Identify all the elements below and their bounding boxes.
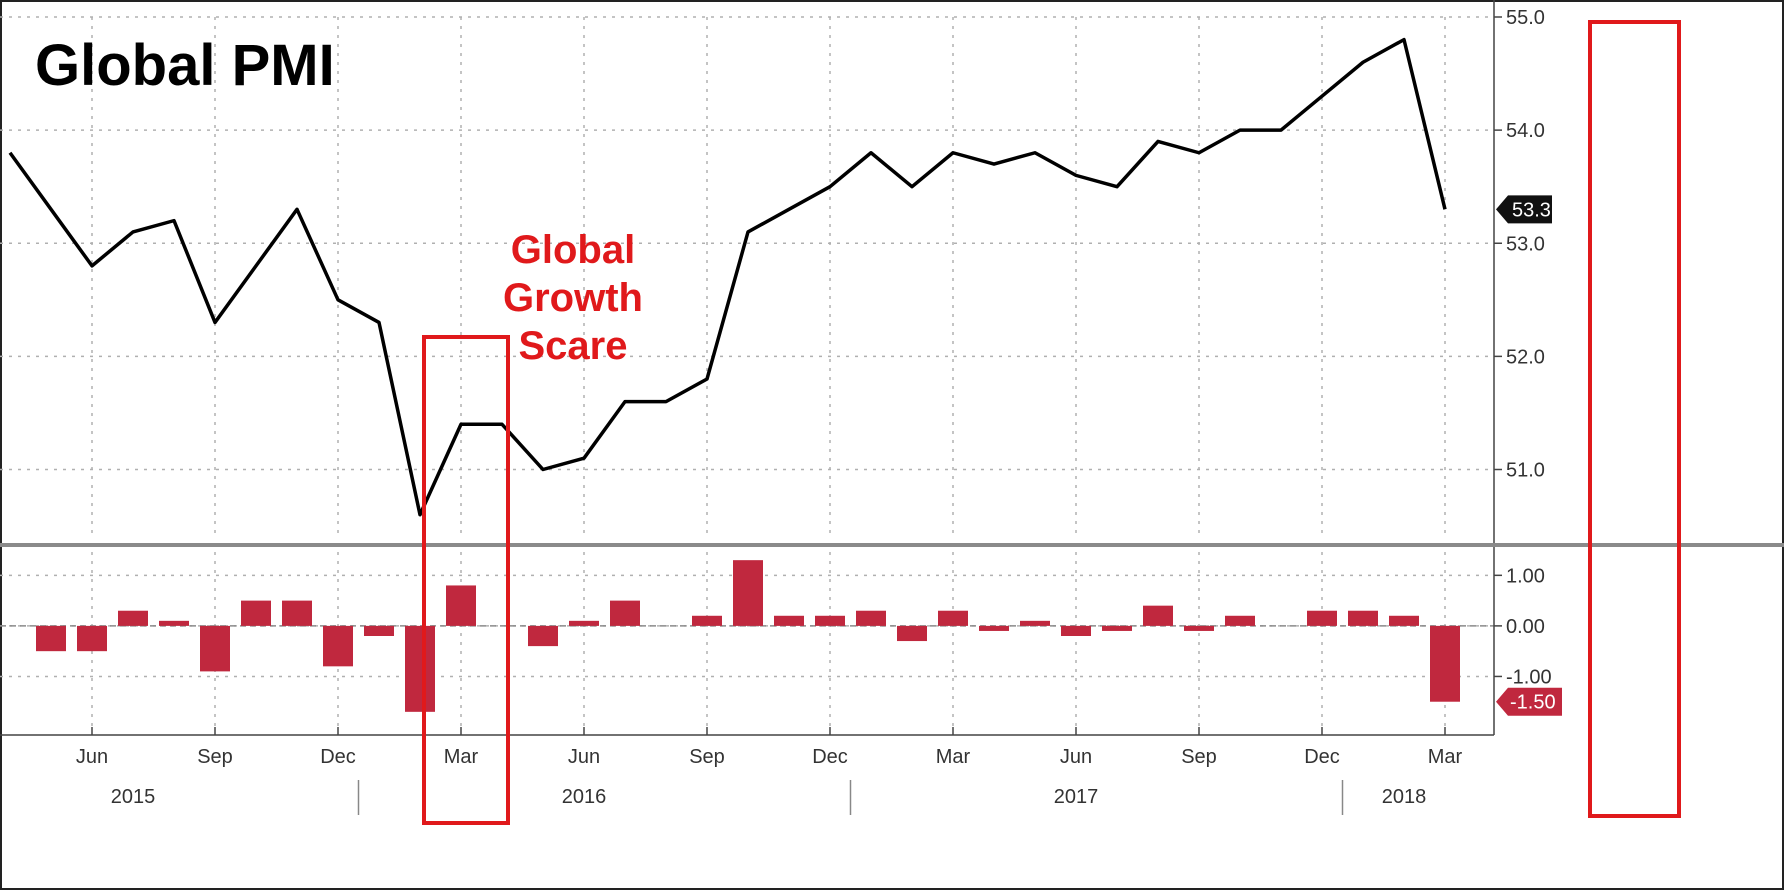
x-tick-label-month: Mar — [1428, 746, 1463, 768]
bar-mark — [364, 625, 394, 636]
last-value-label-bottom: -1.50 — [1510, 692, 1556, 714]
y-tick-label-top: 55.0 — [1506, 7, 1545, 29]
x-tick-label-month: Sep — [1181, 746, 1217, 768]
highlight-box-growth-scare — [422, 335, 510, 825]
annotation-line-1: Global — [511, 228, 635, 272]
x-tick-label-month: Dec — [812, 746, 848, 768]
y-tick-label-bottom: 1.00 — [1506, 565, 1545, 587]
x-tick-label-month: Jun — [568, 746, 600, 768]
bar-mark — [692, 615, 722, 626]
bar-mark — [1020, 620, 1050, 626]
last-value-tag-top — [1496, 195, 1552, 224]
bar-mark — [1184, 625, 1214, 631]
bar-mark — [528, 625, 558, 647]
bars-layer — [36, 560, 1460, 712]
x-tick-label-month: Jun — [76, 746, 108, 768]
x-tick-label-month: Dec — [320, 746, 356, 768]
bar-mark — [774, 615, 804, 626]
x-tick-label-month: Sep — [689, 746, 725, 768]
y-tick-label-top: 54.0 — [1506, 120, 1545, 142]
bar-mark — [897, 625, 927, 642]
bar-mark — [569, 620, 599, 626]
x-tick-label-month: Sep — [197, 746, 233, 768]
highlight-boxes — [422, 20, 1681, 825]
bar-mark — [1102, 625, 1132, 631]
x-tick-label-year: 2017 — [1054, 786, 1099, 808]
bar-mark — [856, 610, 886, 626]
last-value-label-top: 53.3 — [1512, 199, 1551, 221]
axis-layer: 51.0 52.0 53.0 54.0 55.0 -1.00 0.00 1.00 53.3 -1.… — [0, 0, 1784, 815]
bar-mark — [610, 600, 640, 626]
highlight-box-recent — [1588, 20, 1681, 818]
bar-mark — [118, 610, 148, 626]
pmi-line — [8, 37, 1447, 517]
bar-mark — [282, 600, 312, 626]
y-tick-label-top: 53.0 — [1506, 233, 1545, 255]
x-tick-label-year: 2016 — [562, 786, 607, 808]
line-layer — [8, 37, 1447, 517]
bar-mark — [159, 620, 189, 626]
x-tick-label-month: Mar — [936, 746, 971, 768]
y-tick-label-top: 52.0 — [1506, 346, 1545, 368]
bar-mark — [1307, 610, 1337, 626]
bar-mark — [200, 625, 230, 672]
bar-mark — [815, 615, 845, 626]
bar-mark — [733, 560, 763, 626]
x-tick-label-year: 2018 — [1382, 786, 1427, 808]
x-tick-label-month: Jun — [1060, 746, 1092, 768]
bar-mark — [1348, 610, 1378, 626]
y-tick-label-top: 51.0 — [1506, 460, 1545, 482]
x-tick-label-month: Mar — [444, 746, 479, 768]
bar-mark — [1389, 615, 1419, 626]
bar-mark — [446, 585, 476, 626]
bar-mark — [1225, 615, 1255, 626]
x-tick-label-month: Dec — [1304, 746, 1340, 768]
annotation-line-3: Scare — [519, 324, 628, 368]
bar-mark — [1143, 605, 1173, 626]
bar-mark — [979, 625, 1009, 631]
bar-mark — [36, 625, 66, 652]
bar-mark — [938, 610, 968, 626]
bar-mark — [77, 625, 107, 652]
bar-mark — [323, 625, 353, 667]
bar-mark — [241, 600, 271, 626]
last-value-tag-bottom — [1496, 687, 1562, 716]
y-tick-label-bottom: -1.00 — [1506, 666, 1552, 688]
chart-title: Global PMI — [35, 33, 335, 98]
x-tick-label-year: 2015 — [111, 786, 156, 808]
bar-mark — [405, 625, 435, 712]
bar-mark — [1061, 625, 1091, 636]
y-tick-label-bottom: 0.00 — [1506, 616, 1545, 638]
annotation-line-2: Growth — [503, 276, 643, 320]
bar-mark — [1430, 625, 1460, 702]
